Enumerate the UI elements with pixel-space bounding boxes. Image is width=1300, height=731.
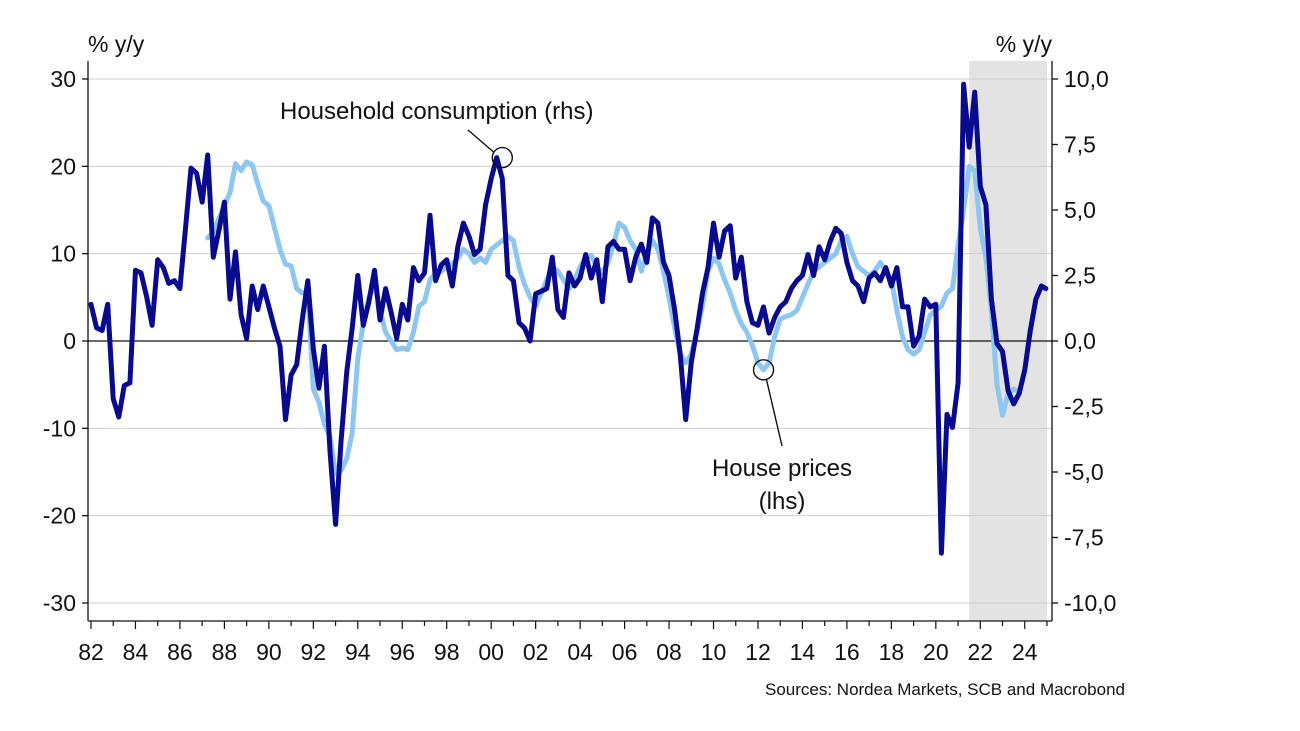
house-prices-leader-line [765, 379, 783, 447]
left-tick-label: -10 [43, 415, 76, 441]
left-tick-label: 0 [63, 328, 76, 354]
x-tick-label: 86 [167, 639, 193, 665]
right-axis-tick-labels: 10,0 7,5 5,0 2,5 0,0 -2,5 -5,0 -7,5 -10,0 [1064, 66, 1116, 616]
right-tick-label: 5,0 [1064, 197, 1096, 223]
right-tick-label: -7,5 [1064, 525, 1104, 551]
left-unit-label: % y/y [88, 31, 145, 57]
right-tick-label: 10,0 [1064, 66, 1109, 92]
consumption-peak-circle [491, 146, 514, 169]
house-prices-trough-circle [752, 359, 775, 381]
x-tick-label: 00 [478, 639, 504, 665]
right-tick-label: -2,5 [1064, 394, 1104, 420]
x-tick-label: 08 [656, 639, 682, 665]
right-tick-label: 0,0 [1064, 328, 1096, 354]
x-tick-label: 04 [567, 639, 593, 665]
right-tick-label: 2,5 [1064, 263, 1096, 289]
x-tick-label: 84 [123, 639, 149, 665]
right-tick-label: -5,0 [1064, 459, 1104, 485]
x-tick-label: 24 [1012, 639, 1038, 665]
x-tick-label: 20 [923, 639, 949, 665]
household-consumption-line [88, 81, 1049, 556]
left-tick-label: 20 [50, 153, 76, 179]
left-tick-label: -30 [43, 590, 76, 616]
series-layer [88, 81, 1049, 556]
x-tick-label: 90 [256, 639, 282, 665]
x-tick-label: 22 [968, 639, 994, 665]
x-tick-label: 94 [345, 639, 371, 665]
right-tick-label: -10,0 [1064, 590, 1116, 616]
consumption-annotation-label: Household consumption (rhs) [280, 98, 594, 125]
house-prices-annotation-sublabel: (lhs) [759, 488, 806, 515]
right-tick-label: 7,5 [1064, 132, 1096, 158]
left-axis-tick-labels: 30 20 10 0 -10 -20 -30 [43, 66, 76, 616]
left-tick-label: 30 [50, 66, 76, 92]
right-unit-label: % y/y [996, 31, 1053, 57]
grid-lines [88, 78, 1052, 604]
annotation-layer: Household consumption (rhs) House prices (… [280, 98, 852, 515]
x-tick-label: 88 [212, 639, 238, 665]
consumption-leader-line [467, 129, 495, 154]
x-axis-tick-labels: 82 84 86 88 90 92 94 96 98 00 02 04 06 08 10 12 14 16 18 20… [78, 639, 1038, 665]
x-tick-label: 96 [389, 639, 415, 665]
x-tick-label: 82 [78, 639, 104, 665]
x-tick-label: 16 [834, 639, 860, 665]
left-tick-label: -20 [43, 503, 76, 529]
x-tick-label: 02 [523, 639, 549, 665]
x-tick-label: 10 [701, 639, 727, 665]
source-note: Sources: Nordea Markets, SCB and Macrobo… [764, 680, 1125, 699]
x-tick-label: 14 [790, 639, 816, 665]
x-tick-label: 12 [745, 639, 771, 665]
x-tick-label: 06 [612, 639, 638, 665]
x-tick-label: 98 [434, 639, 460, 665]
x-tick-label: 92 [301, 639, 327, 665]
x-tick-label: 18 [879, 639, 905, 665]
left-tick-label: 10 [50, 241, 76, 267]
plot-frame [82, 61, 1058, 629]
house-prices-annotation-label: House prices [712, 455, 852, 482]
